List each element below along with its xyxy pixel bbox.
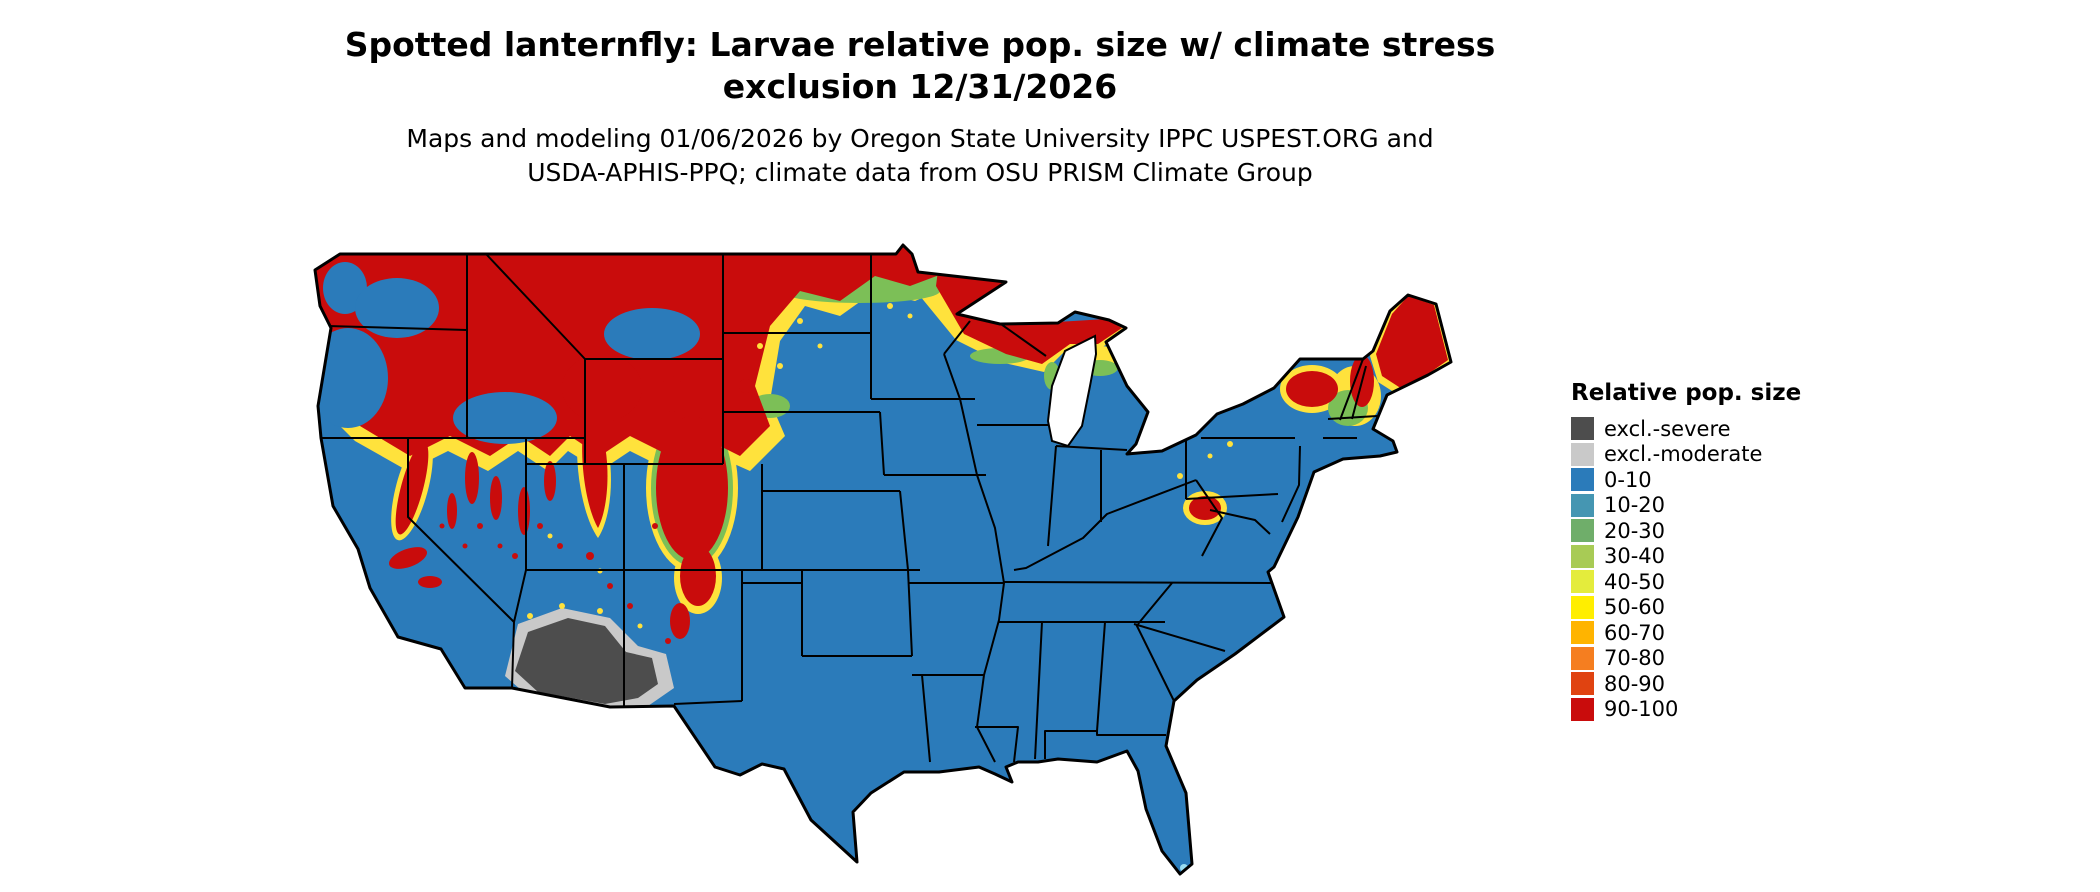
title-line-2: exclusion 12/31/2026 (722, 67, 1118, 106)
high-pop-nevada-2 (490, 476, 502, 520)
legend-label: 0-10 (1604, 467, 1652, 492)
legend-swatch (1571, 697, 1594, 721)
high-pop-adirondacks (1286, 371, 1338, 407)
high-pop-sacramento-mts (670, 603, 690, 639)
subtitle-line-1: Maps and modeling 01/06/2026 by Oregon S… (406, 124, 1434, 153)
legend-swatch (1571, 442, 1594, 466)
high-pop-socal-1 (388, 547, 428, 569)
high-pop-sierra (395, 441, 429, 535)
legend-row: excl.-moderate (1571, 442, 1851, 468)
page-title: Spotted lanternfly: Larvae relative pop.… (0, 24, 1840, 108)
legend-row: 10-20 (1571, 493, 1851, 519)
high-pop-nevada-5 (544, 461, 556, 501)
high-pop-appalachia (1189, 496, 1221, 520)
legend-label: 90-100 (1604, 697, 1679, 722)
high-pop-sanjuan (680, 546, 716, 606)
legend-label: 60-70 (1604, 620, 1666, 645)
low-pop-puget (323, 262, 367, 314)
legend-row: 60-70 (1571, 620, 1851, 646)
high-pop-yellowstone (562, 354, 642, 422)
high-pop-nevada-3 (518, 487, 530, 535)
lake-michigan (1046, 334, 1098, 448)
high-pop-greatlakes (936, 254, 1122, 364)
us-map (300, 226, 1530, 886)
high-pop-blackhills (739, 379, 753, 393)
high-pop-socal-2 (418, 576, 442, 588)
legend-swatch (1571, 672, 1594, 696)
legend-swatch (1571, 519, 1594, 543)
legend-swatch (1571, 595, 1594, 619)
title-line-1: Spotted lanternfly: Larvae relative pop.… (344, 25, 1496, 64)
legend-swatch (1571, 493, 1594, 517)
excluded-severe-region (515, 618, 658, 704)
legend-row: 90-100 (1571, 697, 1851, 723)
low-pop-snake-plain (453, 392, 557, 444)
legend-row: 0-10 (1571, 467, 1851, 493)
high-pop-maine (1376, 296, 1448, 389)
legend-label: excl.-moderate (1604, 442, 1763, 467)
legend-row: 20-30 (1571, 518, 1851, 544)
high-pop-nevada-4 (447, 493, 457, 529)
legend-label: excl.-severe (1604, 416, 1731, 441)
legend-label: 30-40 (1604, 544, 1666, 569)
legend-row: 80-90 (1571, 671, 1851, 697)
high-pop-nevada-1 (465, 452, 479, 504)
legend-row: 40-50 (1571, 569, 1851, 595)
legend-label: 70-80 (1604, 646, 1666, 671)
legend-label: 20-30 (1604, 518, 1666, 543)
legend-label: 40-50 (1604, 569, 1666, 594)
legend-label: 10-20 (1604, 493, 1666, 518)
raster-fills (315, 245, 1451, 874)
high-pop-colorado (656, 416, 728, 560)
legend-swatch (1571, 646, 1594, 670)
legend-row: excl.-severe (1571, 416, 1851, 442)
legend-swatch (1571, 621, 1594, 645)
legend-label: 80-90 (1604, 671, 1666, 696)
low-pop-central-wa (355, 278, 439, 338)
map-legend: Relative pop. size excl.-severe excl.-mo… (1571, 380, 1851, 722)
legend-row: 30-40 (1571, 544, 1851, 570)
state-boundaries (321, 253, 1378, 763)
us-map-svg (313, 243, 1453, 876)
legend-label: 50-60 (1604, 595, 1666, 620)
low-pop-central-montana (604, 308, 700, 360)
high-pop-bighorn (660, 376, 684, 412)
legend-row: 50-60 (1571, 595, 1851, 621)
legend-swatch (1571, 570, 1594, 594)
legend-swatch (1571, 544, 1594, 568)
legend-swatch (1571, 417, 1594, 441)
raster-speckles (439, 303, 1233, 872)
legend-title: Relative pop. size (1571, 380, 1802, 406)
subtitle-line-2: USDA-APHIS-PPQ; climate data from OSU PR… (527, 158, 1313, 187)
legend-row: 70-80 (1571, 646, 1851, 672)
legend-swatch (1571, 468, 1594, 492)
map-subtitle: Maps and modeling 01/06/2026 by Oregon S… (0, 122, 1840, 190)
high-pop-utah (582, 406, 608, 528)
